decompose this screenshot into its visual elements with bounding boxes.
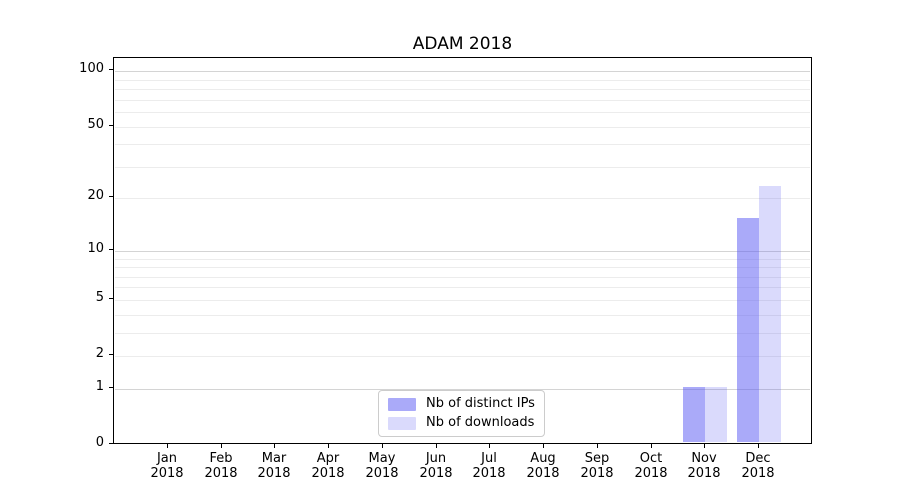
y-tick-mark — [109, 69, 113, 70]
x-tick-mark — [167, 444, 168, 448]
major-gridline — [115, 389, 810, 390]
legend: Nb of distinct IPs Nb of downloads — [378, 390, 545, 437]
minor-gridline — [115, 300, 810, 301]
x-tick-label-jun: Jun 2018 — [419, 451, 453, 481]
bar-dec-series1 — [759, 186, 781, 442]
x-tick-mark — [758, 444, 759, 448]
minor-gridline — [115, 315, 810, 316]
x-tick-mark — [382, 444, 383, 448]
minor-gridline — [115, 112, 810, 113]
minor-gridline — [115, 287, 810, 288]
legend-label-series1: Nb of downloads — [426, 415, 535, 430]
y-tick-label: 0 — [95, 435, 104, 450]
minor-gridline — [115, 333, 810, 334]
x-tick-label-oct: Oct 2018 — [634, 451, 668, 481]
y-tick-mark — [109, 298, 113, 299]
minor-gridline — [115, 356, 810, 357]
minor-gridline — [115, 267, 810, 268]
chart-title: ADAM 2018 — [412, 34, 513, 54]
legend-label-series0: Nb of distinct IPs — [426, 396, 535, 411]
plot-inner — [115, 59, 810, 442]
minor-gridline — [115, 277, 810, 278]
minor-gridline — [115, 167, 810, 168]
bar-dec-series0 — [737, 218, 759, 442]
plot-area — [113, 57, 812, 444]
y-tick-mark — [109, 354, 113, 355]
legend-swatch-series1 — [388, 416, 416, 430]
x-tick-label-dec: Dec 2018 — [741, 451, 775, 481]
x-tick-mark — [704, 444, 705, 448]
legend-item: Nb of downloads — [388, 415, 535, 431]
y-tick-label: 5 — [95, 290, 104, 305]
legend-swatch-series0 — [388, 397, 416, 411]
x-tick-label-jan: Jan 2018 — [150, 451, 184, 481]
x-tick-label-sep: Sep 2018 — [580, 451, 614, 481]
x-tick-label-may: May 2018 — [365, 451, 399, 481]
y-tick-label: 1 — [95, 379, 104, 394]
minor-gridline — [115, 259, 810, 260]
x-tick-mark — [489, 444, 490, 448]
major-gridline — [115, 71, 810, 72]
x-tick-label-aug: Aug 2018 — [526, 451, 560, 481]
x-tick-mark — [274, 444, 275, 448]
x-tick-mark — [651, 444, 652, 448]
minor-gridline — [115, 100, 810, 101]
x-tick-label-feb: Feb 2018 — [204, 451, 238, 481]
y-tick-label: 50 — [87, 117, 104, 132]
x-tick-mark — [328, 444, 329, 448]
x-tick-mark — [597, 444, 598, 448]
y-tick-mark — [109, 443, 113, 444]
x-tick-mark — [436, 444, 437, 448]
y-tick-mark — [109, 387, 113, 388]
major-gridline — [115, 251, 810, 252]
x-tick-mark — [543, 444, 544, 448]
x-tick-mark — [221, 444, 222, 448]
legend-item: Nb of distinct IPs — [388, 396, 535, 412]
bar-nov-series1 — [705, 387, 727, 442]
x-tick-label-mar: Mar 2018 — [257, 451, 291, 481]
y-tick-label: 100 — [79, 61, 104, 76]
minor-gridline — [115, 144, 810, 145]
y-tick-label: 10 — [87, 241, 104, 256]
y-tick-mark — [109, 125, 113, 126]
y-tick-mark — [109, 249, 113, 250]
minor-gridline — [115, 198, 810, 199]
y-tick-mark — [109, 196, 113, 197]
x-tick-label-jul: Jul 2018 — [472, 451, 506, 481]
y-tick-label: 20 — [87, 188, 104, 203]
x-tick-label-apr: Apr 2018 — [311, 451, 345, 481]
minor-gridline — [115, 127, 810, 128]
y-tick-label: 2 — [95, 346, 104, 361]
x-tick-label-nov: Nov 2018 — [687, 451, 721, 481]
minor-gridline — [115, 80, 810, 81]
bar-nov-series0 — [683, 387, 705, 442]
minor-gridline — [115, 89, 810, 90]
